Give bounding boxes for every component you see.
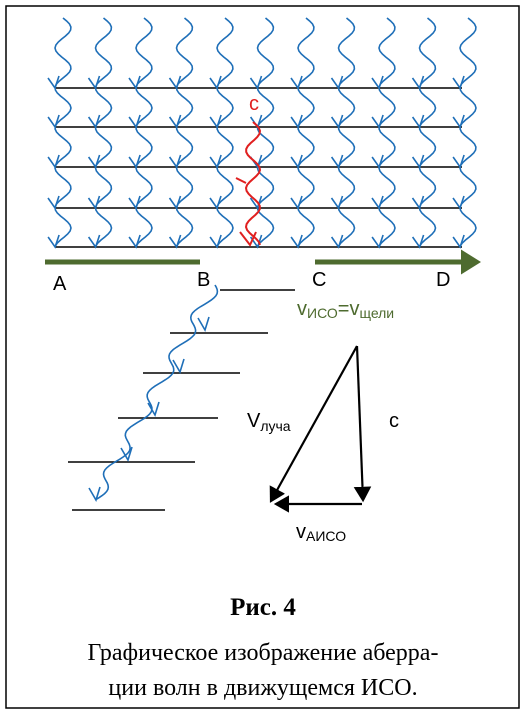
ray-tick [290,114,303,129]
ray-tick [249,154,263,169]
ray-tick [371,114,384,129]
ray-tick [47,195,60,210]
ray-tick [47,234,60,249]
v: v [349,298,359,320]
ray-tick [87,154,101,169]
caption-line: Графическое изображение аберра- [88,640,439,666]
ray-tick [209,75,222,90]
ray-tick [330,234,344,249]
ray [418,17,437,247]
ray-tick [87,114,101,129]
ray-tick [330,75,344,90]
ray-tick [87,195,101,210]
ray-tick [128,75,141,90]
ray [54,17,72,247]
ray-tick [209,154,222,169]
ray-tick [371,195,384,210]
ray [94,17,113,247]
ray-tick [47,154,60,169]
ray-tick [330,195,344,210]
ray-tick [411,114,425,129]
ray [337,17,356,247]
v: v [296,521,306,543]
v-frame-label: vИСО=vщели [297,298,394,321]
sub: щели [359,305,394,321]
ray [378,17,396,247]
vector-c [353,345,372,503]
ray-tick [87,75,101,90]
ray-tick [411,234,425,249]
v-ray-label: Vлуча [247,410,291,434]
ray-tick [209,195,222,210]
label-c-red: c [249,93,259,115]
wave-rays [47,17,477,249]
ray-tick [452,154,465,169]
ray-tick [168,195,182,210]
ray-tick [290,195,303,210]
v: V [247,410,261,432]
ray-tick [47,75,60,90]
ray-tick [128,195,141,210]
figure-number: Рис. 4 [230,594,296,621]
label-b: B [197,269,210,291]
sub: АИСО [306,528,346,544]
sub: луча [260,418,290,434]
sub: ИСО [307,305,338,321]
ray [175,17,194,247]
refracted-ray [88,284,219,502]
ray-tick [411,154,425,169]
v: v [297,298,307,320]
ray-tick [249,195,263,210]
ray-tick [87,234,101,249]
ray-tick [209,114,222,129]
ray-tick [168,234,182,249]
c-label: c [389,410,399,432]
ray-tick [168,154,182,169]
ray-tick [290,75,303,90]
ray-tick [452,195,465,210]
ray-tick [47,114,60,129]
ray-tick [452,234,465,249]
label-d: D [436,269,450,291]
ray-tick [290,234,303,249]
caption-line: ции волн в движущемся ИСО. [108,675,417,701]
point-labels: A B C D c [53,93,450,295]
ray-tick [452,114,465,129]
frame [5,5,520,709]
ray [216,17,234,247]
ray-tick [330,154,344,169]
ray-tick [330,114,344,129]
velocity-triangle [269,345,372,513]
ray-tick [371,154,384,169]
label-a: A [53,273,67,295]
ray-tick [168,75,182,90]
ray-tick [411,195,425,210]
ray-tick [128,234,141,249]
ray-tick [371,234,384,249]
ray-tick [209,234,222,249]
ray-tick [168,114,182,129]
ray-tick [411,75,425,90]
label-c: C [312,269,326,291]
vector-ray [269,345,358,503]
ray-tick [290,154,303,169]
v-aberr-label: vАИСО [296,521,346,544]
ray-tick [452,75,465,90]
ray [459,17,477,247]
eq: = [338,298,350,320]
ray [135,17,153,247]
ray-tick [128,114,141,129]
ray-tick [371,75,384,90]
ray-tick [128,154,141,169]
red-ray [235,121,262,247]
refracted-fronts [68,289,295,511]
ray-tick [249,75,263,90]
ray [297,17,315,247]
